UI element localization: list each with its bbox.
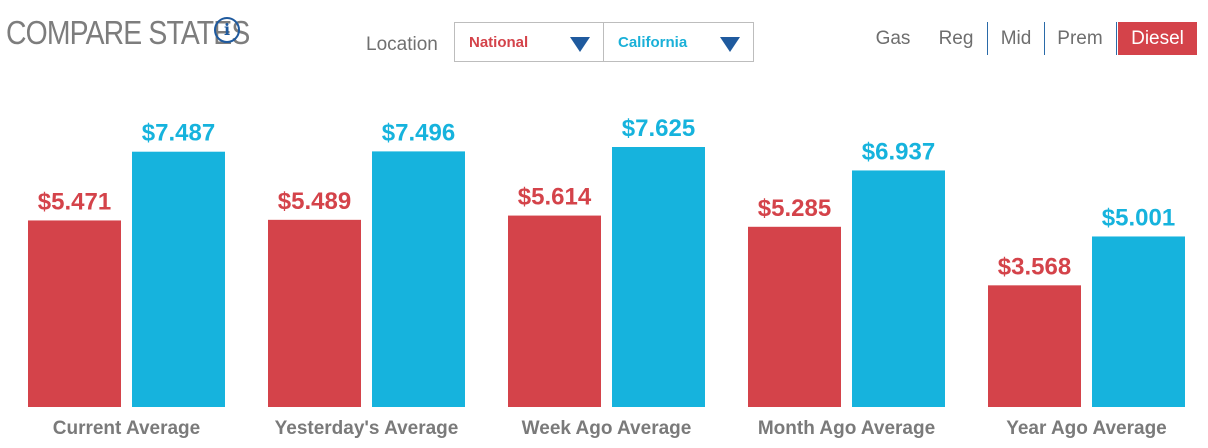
location-label: Location <box>366 34 438 55</box>
bar-national-2 <box>508 215 601 407</box>
tab-gas[interactable]: Gas <box>875 28 911 49</box>
chevron-down-icon <box>720 37 740 52</box>
data-label-national-2: $5.614 <box>518 184 592 211</box>
bar-california-1 <box>372 151 465 407</box>
data-label-california-1: $7.496 <box>382 119 455 146</box>
data-label-california-2: $7.625 <box>622 115 695 142</box>
data-label-national-0: $5.471 <box>38 188 111 215</box>
info-icon[interactable]: i <box>214 17 240 43</box>
category-label-4: Year Ago Average <box>1006 418 1167 439</box>
bar-california-3 <box>852 170 945 407</box>
tab-reg[interactable]: Reg <box>938 28 974 49</box>
tab-divider <box>1116 22 1117 55</box>
page-title: COMPARE STATES <box>6 14 250 51</box>
category-label-2: Week Ago Average <box>522 418 692 439</box>
tab-diesel[interactable]: Diesel <box>1118 22 1197 55</box>
tab-mid[interactable]: Mid <box>1000 28 1032 49</box>
data-label-national-3: $5.285 <box>758 195 831 222</box>
category-label-1: Yesterday's Average <box>275 418 459 439</box>
bar-california-0 <box>132 151 225 407</box>
national-dropdown[interactable]: National <box>454 22 604 62</box>
tab-prem[interactable]: Prem <box>1057 28 1103 49</box>
data-label-california-3: $6.937 <box>862 138 935 165</box>
state-dropdown-value: California <box>618 34 688 51</box>
bar-california-2 <box>612 147 705 407</box>
bar-national-3 <box>748 226 841 407</box>
category-label-3: Month Ago Average <box>758 418 935 439</box>
bar-california-4 <box>1092 236 1185 407</box>
chevron-down-icon <box>570 37 590 52</box>
data-label-california-4: $5.001 <box>1102 204 1175 231</box>
category-label-0: Current Average <box>53 418 200 439</box>
national-dropdown-value: National <box>469 34 529 51</box>
data-label-california-0: $7.487 <box>142 120 215 147</box>
state-dropdown[interactable]: California <box>603 22 754 62</box>
data-label-national-1: $5.489 <box>278 188 351 215</box>
bar-national-0 <box>28 220 121 407</box>
bar-national-1 <box>268 219 361 407</box>
data-label-national-4: $3.568 <box>998 253 1071 280</box>
tab-divider <box>1044 22 1045 55</box>
bar-national-4 <box>988 285 1081 407</box>
tab-divider <box>987 22 988 55</box>
